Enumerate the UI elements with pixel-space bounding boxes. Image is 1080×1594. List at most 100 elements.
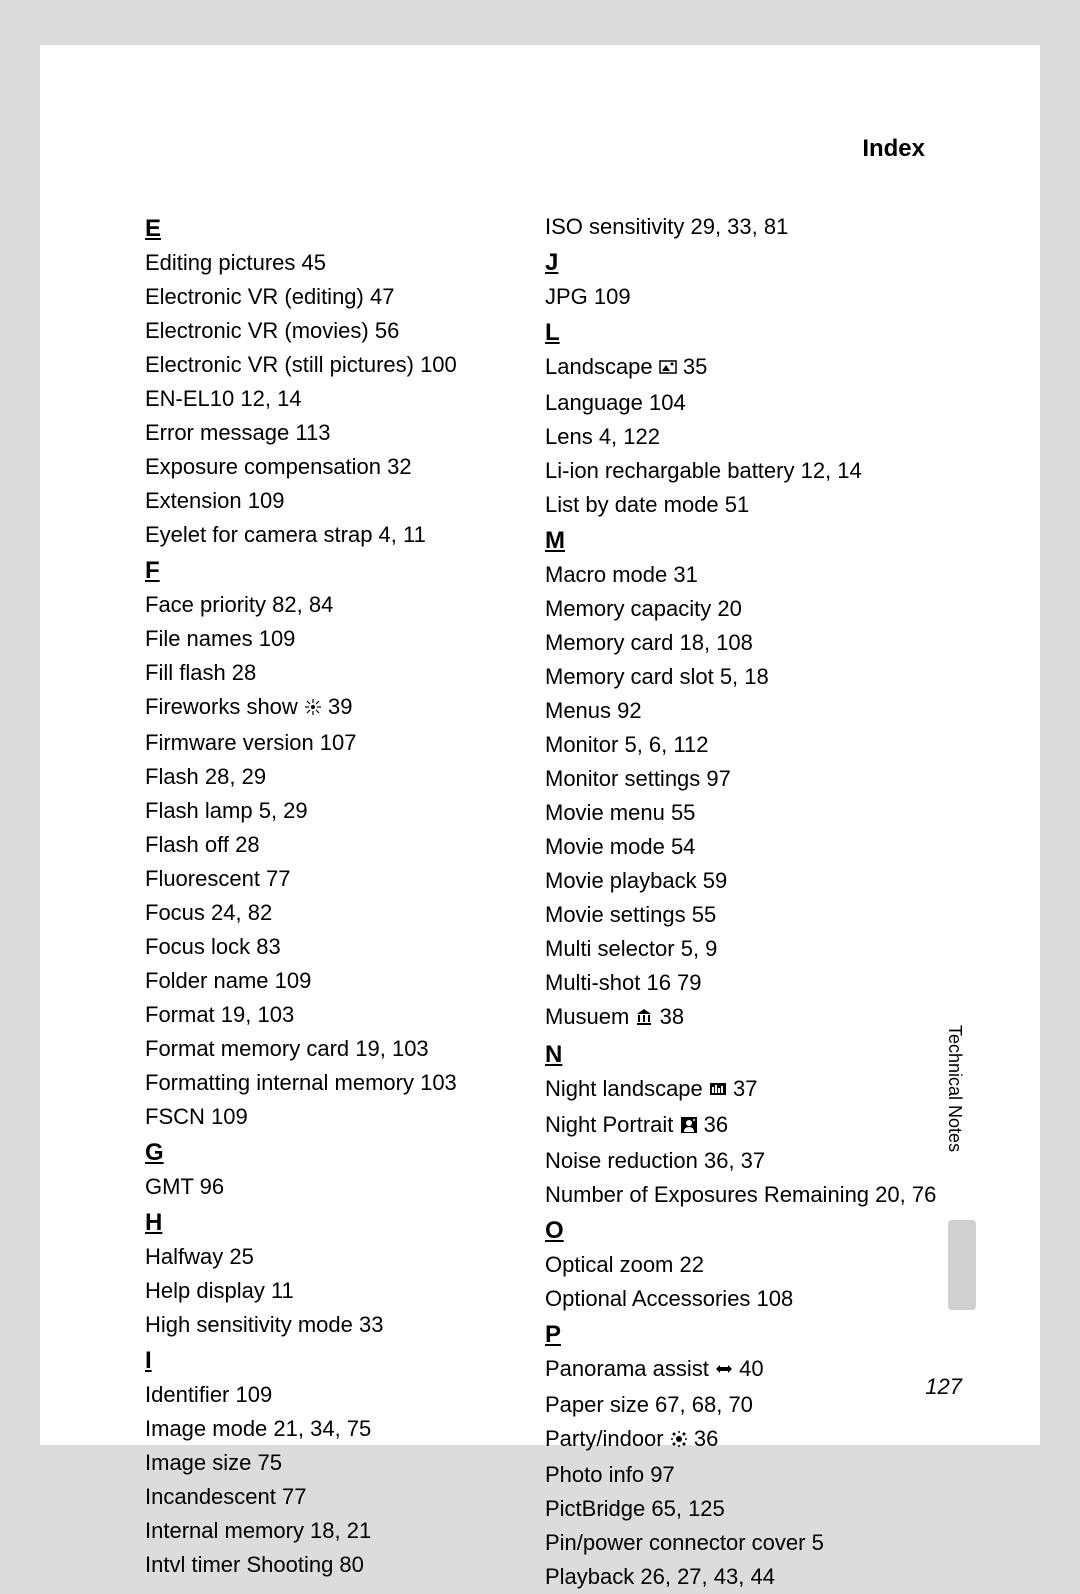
index-entry-text: Lens 4, 122 <box>545 424 660 449</box>
index-entry-text: Exposure compensation 32 <box>145 454 412 479</box>
index-content: EEditing pictures 45Electronic VR (editi… <box>145 210 975 1594</box>
index-entry-text: JPG 109 <box>545 284 631 309</box>
index-entry-text: Face priority 82, 84 <box>145 592 333 617</box>
index-entry-text: Halfway 25 <box>145 1244 254 1269</box>
index-entry: Identifier 109 <box>145 1378 545 1412</box>
panorama-icon <box>715 1354 733 1388</box>
index-entry-text: Multi-shot 16 79 <box>545 970 702 995</box>
index-entry: EN-EL10 12, 14 <box>145 382 545 416</box>
index-entry-page: 36 <box>698 1112 729 1137</box>
index-entry-text: Fireworks show <box>145 694 304 719</box>
index-entry: Fluorescent 77 <box>145 862 545 896</box>
index-entry: Monitor settings 97 <box>545 762 975 796</box>
index-entry: Number of Exposures Remaining 20, 76 <box>545 1178 975 1212</box>
index-entry: Intvl timer Shooting 80 <box>145 1548 545 1582</box>
index-entry: High sensitivity mode 33 <box>145 1308 545 1342</box>
index-entry-text: Identifier 109 <box>145 1382 272 1407</box>
index-entry-text: Optical zoom 22 <box>545 1252 704 1277</box>
index-entry: Focus lock 83 <box>145 930 545 964</box>
index-entry: Flash off 28 <box>145 828 545 862</box>
index-entry: Error message 113 <box>145 416 545 450</box>
index-entry: Extension 109 <box>145 484 545 518</box>
index-entry: Halfway 25 <box>145 1240 545 1274</box>
index-entry-text: Party/indoor <box>545 1426 670 1451</box>
index-entry-text: Electronic VR (movies) 56 <box>145 318 399 343</box>
index-entry: Language 104 <box>545 386 975 420</box>
index-entry-text: GMT 96 <box>145 1174 224 1199</box>
index-entry: Folder name 109 <box>145 964 545 998</box>
index-entry: ISO sensitivity 29, 33, 81 <box>545 210 975 244</box>
index-entry: Panorama assist 40 <box>545 1352 975 1388</box>
index-entry-text: Night Portrait <box>545 1112 680 1137</box>
index-entry-text: Photo info 97 <box>545 1462 675 1487</box>
index-entry-page: 37 <box>727 1076 758 1101</box>
index-entry-text: Optional Accessories 108 <box>545 1286 793 1311</box>
index-entry-text: Monitor settings 97 <box>545 766 731 791</box>
side-tab <box>948 1220 976 1310</box>
index-entry: Musuem 38 <box>545 1000 975 1036</box>
index-entry: Movie mode 54 <box>545 830 975 864</box>
section-letter: L <box>545 316 975 350</box>
index-entry-text: Flash 28, 29 <box>145 764 266 789</box>
index-entry-text: Memory card slot 5, 18 <box>545 664 769 689</box>
index-entry: Paper size 67, 68, 70 <box>545 1388 975 1422</box>
index-entry-text: Format 19, 103 <box>145 1002 294 1027</box>
index-entry: GMT 96 <box>145 1170 545 1204</box>
index-entry: Electronic VR (editing) 47 <box>145 280 545 314</box>
index-entry: Memory capacity 20 <box>545 592 975 626</box>
index-entry-text: Li-ion rechargable battery 12, 14 <box>545 458 862 483</box>
index-entry-text: Night landscape <box>545 1076 709 1101</box>
index-entry-text: List by date mode 51 <box>545 492 749 517</box>
index-entry: Movie playback 59 <box>545 864 975 898</box>
index-entry-text: Editing pictures 45 <box>145 250 326 275</box>
index-entry-text: Error message 113 <box>145 420 330 445</box>
index-entry-text: Paper size 67, 68, 70 <box>545 1392 753 1417</box>
index-entry-text: Monitor 5, 6, 112 <box>545 732 708 757</box>
index-entry: Night Portrait 36 <box>545 1108 975 1144</box>
section-letter: H <box>145 1206 545 1240</box>
index-entry-text: File names 109 <box>145 626 295 651</box>
index-entry-text: Flash off 28 <box>145 832 260 857</box>
index-entry-text: Noise reduction 36, 37 <box>545 1148 765 1173</box>
index-entry: Fireworks show 39 <box>145 690 545 726</box>
index-entry: FSCN 109 <box>145 1100 545 1134</box>
page: Index EEditing pictures 45Electronic VR … <box>40 45 1040 1445</box>
index-entry-text: Landscape <box>545 354 659 379</box>
page-number: 127 <box>925 1374 962 1400</box>
index-entry: Memory card slot 5, 18 <box>545 660 975 694</box>
index-entry: Optical zoom 22 <box>545 1248 975 1282</box>
index-entry-text: Movie mode 54 <box>545 834 695 859</box>
index-entry-text: Formatting internal memory 103 <box>145 1070 457 1095</box>
index-entry-text: ISO sensitivity 29, 33, 81 <box>545 214 788 239</box>
index-entry: Landscape 35 <box>545 350 975 386</box>
index-entry-text: Eyelet for camera strap 4, 11 <box>145 522 426 547</box>
index-entry-text: Electronic VR (editing) 47 <box>145 284 394 309</box>
party-icon <box>670 1424 688 1458</box>
index-entry-text: High sensitivity mode 33 <box>145 1312 383 1337</box>
index-entry-text: Panorama assist <box>545 1356 715 1381</box>
index-entry: List by date mode 51 <box>545 488 975 522</box>
index-entry-text: EN-EL10 12, 14 <box>145 386 302 411</box>
index-entry: Incandescent 77 <box>145 1480 545 1514</box>
index-entry: Movie settings 55 <box>545 898 975 932</box>
index-entry: Firmware version 107 <box>145 726 545 760</box>
fireworks-icon <box>304 692 322 726</box>
index-entry: Fill flash 28 <box>145 656 545 690</box>
page-header-title: Index <box>862 135 925 163</box>
museum-icon <box>635 1002 653 1036</box>
index-entry: Flash lamp 5, 29 <box>145 794 545 828</box>
index-entry-text: Focus 24, 82 <box>145 900 272 925</box>
index-entry: PictBridge 65, 125 <box>545 1492 975 1526</box>
index-entry-text: FSCN 109 <box>145 1104 248 1129</box>
section-letter: G <box>145 1136 545 1170</box>
right-column: ISO sensitivity 29, 33, 81JJPG 109LLands… <box>545 210 975 1594</box>
index-entry: Pin/power connector cover 5 <box>545 1526 975 1560</box>
index-entry-text: Image mode 21, 34, 75 <box>145 1416 371 1441</box>
index-entry: Monitor 5, 6, 112 <box>545 728 975 762</box>
index-entry: Image mode 21, 34, 75 <box>145 1412 545 1446</box>
index-entry: Multi selector 5, 9 <box>545 932 975 966</box>
index-entry-text: Focus lock 83 <box>145 934 281 959</box>
index-entry: Format memory card 19, 103 <box>145 1032 545 1066</box>
index-entry: Electronic VR (still pictures) 100 <box>145 348 545 382</box>
index-entry-text: Intvl timer Shooting 80 <box>145 1552 364 1577</box>
